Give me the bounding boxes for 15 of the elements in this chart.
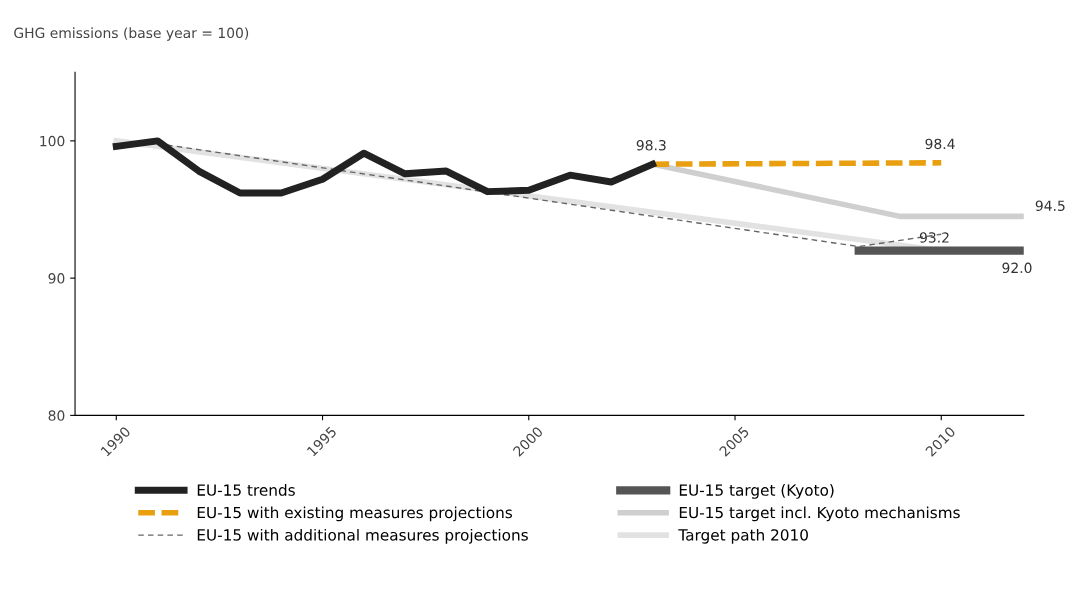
legend-label: Target path 2010 xyxy=(678,528,808,544)
annotation: 98.4 xyxy=(925,138,955,150)
legend-label: EU-15 target incl. Kyoto mechanisms xyxy=(679,506,960,522)
annotation: 93.2 xyxy=(919,232,949,243)
y-axis-title: GHG emissions (base year = 100) xyxy=(14,27,249,41)
annotation: 98.3 xyxy=(636,140,666,151)
legend-label: EU-15 with additional measures projections xyxy=(197,528,528,544)
annotation: 94.5 xyxy=(1035,200,1065,211)
annotation: 92.0 xyxy=(1002,262,1032,274)
legend-label: EU-15 target (Kyoto) xyxy=(679,484,834,499)
legend-label: EU-15 trends xyxy=(197,484,295,496)
y-tick-label: 100 xyxy=(40,135,65,147)
y-tick-label: 80 xyxy=(48,410,65,421)
legend-label: EU-15 with existing measures projections xyxy=(197,506,513,522)
y-tick-label: 90 xyxy=(48,273,65,284)
